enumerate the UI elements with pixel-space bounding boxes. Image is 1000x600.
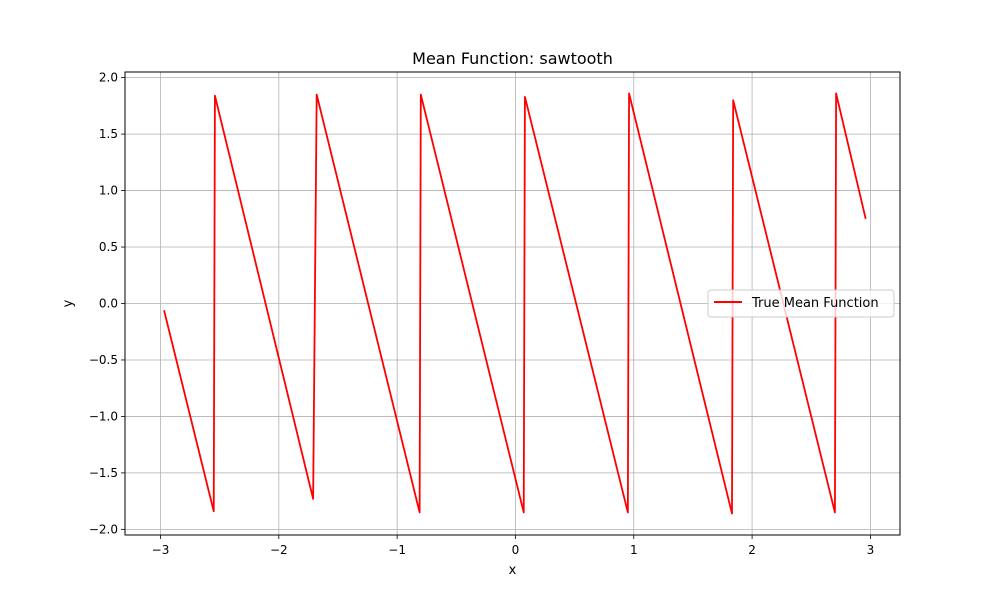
x-axis-label: x: [509, 563, 517, 578]
y-tick-label: 1.5: [99, 127, 118, 141]
x-tick-label: −2: [270, 543, 288, 557]
y-tick-label: 0.0: [99, 297, 118, 311]
y-tick-label: −1.5: [89, 466, 118, 480]
legend: True Mean Function: [707, 289, 895, 318]
ticks: −3 −2 −1 0 1 2 3 −2.0 −1.5 −1.0 −0.5 0.0 0.5 1.0 1.5 2.…: [89, 71, 874, 557]
x-tick-label: 1: [630, 543, 638, 557]
x-tick-label: 3: [867, 543, 875, 557]
y-tick-label: 0.5: [99, 240, 118, 254]
x-tick-label: 2: [748, 543, 756, 557]
y-tick-label: −0.5: [89, 353, 118, 367]
y-tick-label: −2.0: [89, 522, 118, 536]
legend-label: True Mean Function: [751, 296, 879, 311]
x-tick-label: −3: [152, 543, 170, 557]
x-tick-label: 0: [512, 543, 520, 557]
chart-title: Mean Function: sawtooth: [412, 49, 613, 68]
y-tick-label: −1.0: [89, 409, 118, 423]
legend-box: [707, 289, 895, 318]
grid: [125, 72, 900, 535]
x-tick-label: −1: [388, 543, 406, 557]
y-tick-label: 1.0: [99, 184, 118, 198]
y-axis-label: y: [61, 299, 76, 307]
y-tick-label: 2.0: [99, 71, 118, 85]
